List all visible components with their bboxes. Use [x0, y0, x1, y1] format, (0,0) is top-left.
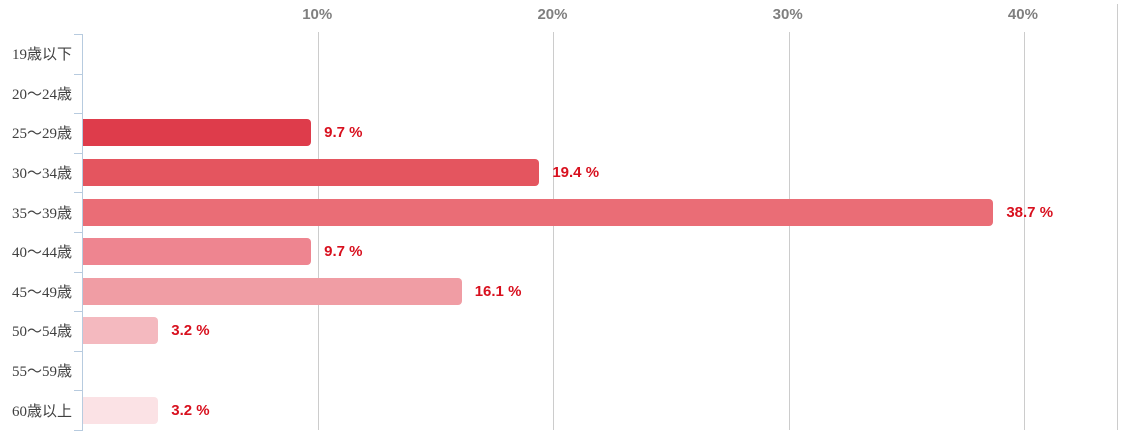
category-label: 40〜44歳	[11, 245, 72, 262]
y-axis-tick	[74, 34, 83, 35]
bar-value-label: 3.2 %	[171, 322, 210, 340]
bar-row	[83, 351, 1118, 391]
gridline	[553, 32, 555, 430]
bar-row: 9.7 %	[83, 232, 1118, 272]
bar-row: 9.7 %	[83, 113, 1118, 153]
bar-row: 38.7 %	[83, 192, 1118, 232]
gridline	[1023, 32, 1025, 430]
bar	[83, 198, 994, 226]
category-label: 25〜29歳	[11, 126, 72, 143]
bar	[83, 119, 312, 147]
plot-area: 9.7 % 19.4 % 38.7 % 9.7 % 16.1 % 3.2 % 3.2 %	[74, 4, 1118, 431]
x-tick-label: 30%	[772, 6, 803, 23]
bar-row: 16.1 %	[83, 272, 1118, 312]
y-axis-tick	[74, 192, 83, 194]
bar-value-label: 3.2 %	[171, 401, 210, 419]
y-axis-tick	[74, 152, 83, 154]
bar-rows: 9.7 % 19.4 % 38.7 % 9.7 % 16.1 % 3.2 % 3.2 %	[83, 34, 1118, 430]
y-axis-category-labels: 19歳以下 20〜24歳 25〜29歳 30〜34歳 35〜39歳 40〜44歳 45〜49…	[0, 34, 72, 430]
bar-row	[83, 34, 1118, 74]
bar-row	[83, 74, 1118, 114]
bar	[83, 238, 312, 266]
y-axis-tick	[74, 271, 83, 273]
gridline	[788, 32, 790, 430]
category-label: 30〜34歳	[11, 166, 72, 183]
y-axis-tick	[74, 311, 83, 313]
bar	[83, 159, 540, 187]
bar-row: 3.2 %	[83, 311, 1118, 351]
y-axis-tick	[74, 430, 83, 431]
y-axis-tick	[74, 232, 83, 233]
category-label: 60歳以上	[11, 403, 72, 420]
category-label: 45〜49歳	[11, 284, 72, 301]
plot-right-border	[1117, 4, 1118, 430]
bar-value-label: 19.4 %	[552, 164, 600, 182]
category-label: 50〜54歳	[11, 324, 72, 341]
bar-row: 3.2 %	[83, 390, 1118, 430]
category-label: 20〜24歳	[11, 86, 72, 103]
y-axis-tick	[74, 350, 83, 352]
bar	[83, 317, 159, 345]
bar	[83, 277, 462, 305]
y-axis-tick	[74, 390, 83, 392]
bar	[83, 396, 159, 424]
x-tick-label: 10%	[302, 6, 333, 23]
x-tick-label: 20%	[537, 6, 568, 23]
y-axis-tick	[74, 113, 83, 115]
bar-value-label: 9.7 %	[324, 124, 363, 142]
y-axis-tick	[74, 73, 83, 75]
bar-value-label: 16.1 %	[474, 282, 522, 300]
category-label: 55〜59歳	[11, 364, 72, 381]
bar-value-label: 38.7 %	[1006, 203, 1054, 221]
gridline	[318, 32, 320, 430]
bar-row: 19.4 %	[83, 153, 1118, 193]
bar-value-label: 9.7 %	[324, 243, 363, 261]
category-label: 35〜39歳	[11, 205, 72, 222]
x-tick-label: 40%	[1007, 6, 1038, 23]
category-label: 19歳以下	[11, 47, 72, 64]
